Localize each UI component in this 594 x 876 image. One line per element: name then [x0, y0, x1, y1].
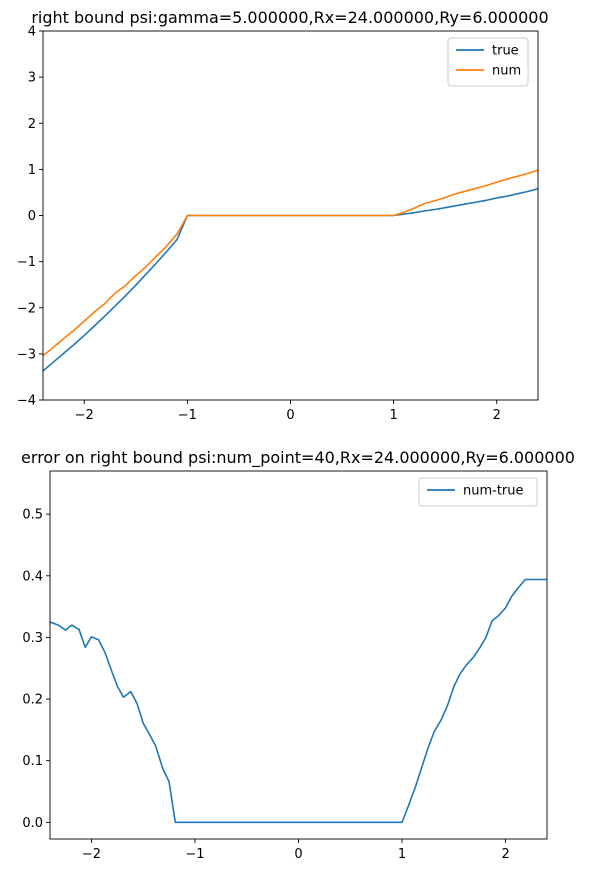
top-legend-label-true: true — [492, 44, 519, 59]
top-y-tick-label: −4 — [17, 394, 36, 409]
bottom-axes-frame — [49, 470, 548, 840]
top-x-tick-label: 0 — [286, 408, 294, 423]
bottom-x-tick-label: 0 — [294, 847, 302, 862]
bottom-x-tick-label: −1 — [185, 847, 204, 862]
bottom-x-tick-label: 2 — [501, 847, 509, 862]
top-y-tick-label: 0 — [28, 209, 36, 224]
bottom-y-tick-label: 0.4 — [22, 569, 43, 584]
top-x-tick-label: −2 — [75, 408, 94, 423]
top-y-tick-label: 1 — [28, 163, 36, 178]
top-y-tick-label: 3 — [28, 71, 36, 86]
bottom-legend-label-num-true: num-true — [463, 484, 524, 499]
bottom-x-tick-label: 1 — [398, 847, 406, 862]
bottom-chart-ticks: −2 −1 0 1 2 0.0 0.1 0.2 0.3 0.4 0.5 — [22, 508, 509, 862]
top-chart-title: right bound psi:gamma=5.000000,Rx=24.000… — [31, 8, 548, 27]
top-x-tick-label: 1 — [389, 408, 397, 423]
bottom-chart: error on right bound psi:num_point=40,Rx… — [21, 448, 575, 862]
bottom-y-tick-label: 0.0 — [22, 816, 43, 831]
bottom-chart-plot-area — [49, 470, 548, 840]
top-y-tick-label: −1 — [17, 255, 36, 270]
bottom-y-tick-label: 0.1 — [22, 754, 43, 769]
top-y-tick-label: 4 — [28, 25, 36, 40]
top-x-tick-label: 2 — [493, 408, 501, 423]
bottom-x-tick-label: −2 — [82, 847, 101, 862]
bottom-chart-title: error on right bound psi:num_point=40,Rx… — [21, 448, 575, 468]
top-y-tick-label: −3 — [17, 347, 36, 362]
top-y-tick-label: 2 — [28, 117, 36, 132]
bottom-series-line-num-true — [50, 578, 547, 824]
top-y-tick-label: −2 — [17, 301, 36, 316]
top-chart: right bound psi:gamma=5.000000,Rx=24.000… — [17, 8, 549, 423]
top-chart-ticks: −2 −1 0 1 2 −4 −3 −2 −1 0 1 2 3 4 — [17, 25, 501, 424]
bottom-chart-legend: num-true — [418, 477, 538, 507]
top-chart-legend: true num — [447, 37, 529, 87]
bottom-y-tick-label: 0.3 — [22, 631, 43, 646]
bottom-y-tick-label: 0.2 — [22, 693, 43, 708]
top-x-tick-label: −1 — [178, 408, 197, 423]
bottom-y-tick-label: 0.5 — [22, 508, 43, 523]
top-legend-label-num: num — [492, 64, 521, 79]
top-series-line-num — [43, 169, 538, 357]
bottom-legend-box — [418, 477, 538, 507]
